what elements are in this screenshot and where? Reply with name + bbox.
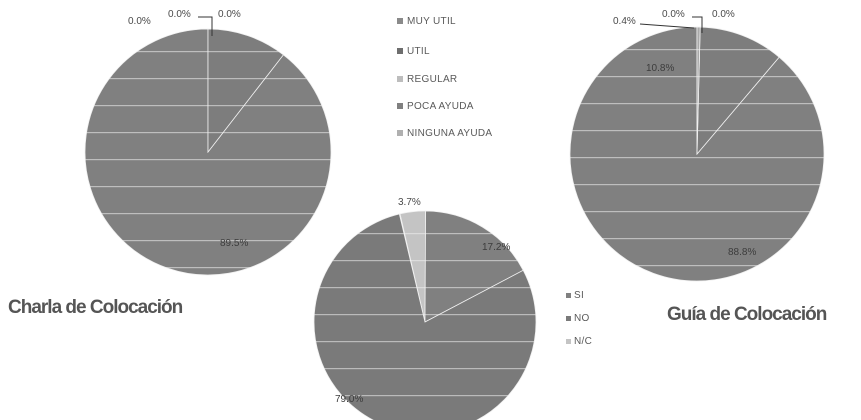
legend-swatch-poca-ayuda [397, 103, 403, 109]
pie-texture [85, 51, 331, 269]
chart-title-charla: Charla de Colocación [8, 297, 183, 318]
texture-line [85, 186, 331, 188]
pie-slice-si [424, 210, 524, 323]
pie-slice-util [207, 28, 284, 154]
texture-line [85, 78, 331, 80]
legend-label-si: SI [574, 290, 584, 301]
pie-texture [570, 49, 824, 267]
pie-guia: 88.8% 10.8% 0.4% 0.0% 0.0% [569, 9, 825, 282]
texture-line [314, 368, 536, 370]
texture-line [314, 314, 536, 316]
chart-title-guia: Guía de Colocación [667, 304, 827, 325]
texture-line [314, 341, 536, 343]
pie-texture [314, 233, 536, 397]
texture-line [314, 287, 536, 289]
data-label-poca-ayuda: 0.0% [168, 9, 191, 20]
texture-line [570, 184, 824, 186]
legend-si-no: SI NO N/C [566, 290, 592, 347]
data-label-muy-util: 88.8% [728, 247, 756, 258]
texture-line [570, 238, 824, 240]
legend-label-ninguna-ayuda: NINGUNA AYUDA [407, 128, 492, 139]
texture-line [314, 395, 536, 397]
texture-line [85, 159, 331, 161]
legend-shared: MUY UTIL UTIL REGULAR POCA AYUDA NINGUNA… [397, 16, 492, 139]
data-label-regular: 0.4% [613, 16, 636, 27]
pie-si-no: 17.2% 79.0% 3.7% [313, 197, 537, 420]
legend-swatch-no [566, 316, 571, 321]
texture-line [314, 233, 536, 235]
texture-line [570, 211, 824, 213]
legend-swatch-nc [566, 339, 571, 344]
legend-swatch-muy-util [397, 18, 403, 24]
legend-swatch-ninguna-ayuda [397, 130, 403, 136]
leader-line [692, 16, 703, 33]
texture-line [314, 260, 536, 262]
legend-swatch-regular [397, 76, 403, 82]
data-label-ninguna-ayuda: 0.0% [712, 9, 735, 20]
legend-swatch-util [397, 48, 403, 54]
data-label-poca-ayuda: 0.0% [662, 9, 685, 20]
legend-label-poca-ayuda: POCA AYUDA [407, 101, 474, 112]
data-label-ninguna-ayuda: 0.0% [218, 9, 241, 20]
data-label-no: 79.0% [335, 394, 363, 405]
data-label-si: 17.2% [482, 242, 510, 253]
data-label-muy-util: 89.5% [220, 238, 248, 249]
legend-label-muy-util: MUY UTIL [407, 16, 456, 27]
texture-line [570, 265, 824, 267]
texture-line [85, 132, 331, 134]
pie-slice-util [696, 26, 780, 156]
texture-line [85, 213, 331, 215]
legend-swatch-si [566, 293, 571, 298]
pie-charla: 89.5% 0.0% 0.0% 0.0% [84, 9, 332, 276]
texture-line [85, 51, 331, 53]
texture-line [85, 267, 331, 269]
legend-label-util: UTIL [407, 46, 430, 57]
data-label-regular: 0.0% [128, 16, 151, 27]
texture-line [85, 240, 331, 242]
data-label-util: 10.8% [646, 63, 674, 74]
texture-line [570, 157, 824, 159]
texture-line [570, 49, 824, 51]
texture-line [570, 103, 824, 105]
legend-label-regular: REGULAR [407, 74, 457, 85]
legend-label-nc: N/C [574, 336, 592, 347]
pie-slice-regular [696, 26, 701, 155]
texture-line [570, 130, 824, 132]
texture-line [570, 76, 824, 78]
data-label-n-c: 3.7% [398, 197, 421, 208]
leader-line [639, 23, 695, 29]
texture-line [85, 105, 331, 107]
legend-label-no: NO [574, 313, 590, 324]
